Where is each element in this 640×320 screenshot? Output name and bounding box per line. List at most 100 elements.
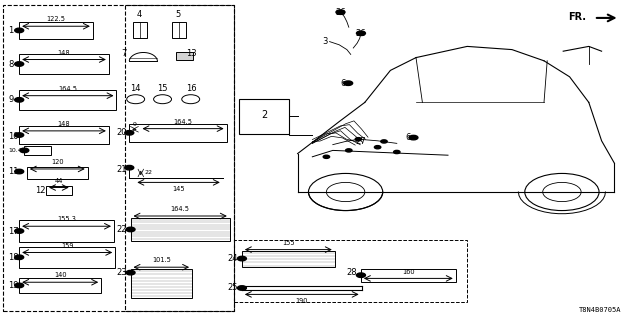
Text: 2: 2 (261, 110, 268, 120)
Circle shape (381, 140, 387, 143)
Text: 10.4: 10.4 (8, 148, 22, 153)
Text: 16: 16 (186, 84, 196, 93)
Text: 122.5: 122.5 (47, 16, 65, 22)
Circle shape (237, 256, 246, 261)
Text: 22: 22 (145, 170, 153, 175)
Bar (19, 220, 114, 242)
Circle shape (346, 149, 352, 152)
Bar (133, 22, 147, 38)
Bar (234, 240, 467, 302)
Bar (19, 247, 115, 268)
Bar (361, 269, 456, 282)
Text: 164.5: 164.5 (173, 119, 193, 125)
Text: 26: 26 (335, 8, 346, 17)
Circle shape (127, 95, 145, 104)
Text: 21: 21 (116, 165, 127, 174)
Text: 25: 25 (228, 284, 238, 292)
Circle shape (154, 95, 172, 104)
Bar (131, 269, 192, 298)
Circle shape (126, 270, 135, 275)
Circle shape (182, 95, 200, 104)
Circle shape (125, 131, 134, 135)
Text: 6: 6 (406, 133, 411, 142)
Circle shape (336, 10, 345, 14)
Text: 159: 159 (61, 243, 74, 249)
Bar (19, 22, 93, 39)
Bar (129, 124, 227, 142)
Text: 19: 19 (8, 281, 19, 290)
Text: 155.3: 155.3 (57, 216, 76, 222)
Text: 9: 9 (8, 95, 13, 104)
Text: 28: 28 (346, 268, 357, 277)
Text: 164.5: 164.5 (171, 206, 189, 212)
Text: 13: 13 (186, 49, 196, 58)
Circle shape (15, 255, 24, 260)
Text: 120: 120 (51, 159, 63, 165)
Text: 20: 20 (116, 128, 127, 137)
Text: 23: 23 (116, 268, 127, 277)
Text: FR.: FR. (568, 12, 586, 22)
Text: 190: 190 (296, 298, 308, 304)
Circle shape (374, 146, 381, 149)
Text: 6: 6 (340, 79, 346, 88)
Text: 148: 148 (58, 50, 70, 56)
Bar (19, 54, 109, 74)
Bar (242, 251, 335, 267)
Circle shape (308, 173, 383, 211)
Circle shape (15, 229, 24, 233)
Bar (19, 278, 101, 293)
Circle shape (355, 138, 362, 141)
Circle shape (15, 169, 24, 174)
Text: 9: 9 (132, 122, 136, 127)
Circle shape (356, 273, 365, 277)
Text: 1: 1 (8, 26, 13, 35)
Circle shape (126, 227, 135, 232)
Text: 26: 26 (356, 29, 367, 38)
Text: 17: 17 (8, 227, 19, 236)
Bar (19, 90, 116, 110)
Circle shape (15, 98, 24, 102)
Circle shape (15, 283, 24, 288)
Circle shape (237, 286, 246, 290)
Text: 18: 18 (8, 253, 19, 262)
Bar (131, 218, 230, 241)
Circle shape (356, 31, 365, 36)
Bar (176, 52, 193, 60)
Circle shape (344, 81, 353, 85)
Bar (46, 186, 72, 195)
Text: 15: 15 (157, 84, 168, 93)
Text: T8N4B0705A: T8N4B0705A (579, 307, 621, 313)
Circle shape (15, 28, 24, 33)
Text: 11: 11 (8, 167, 19, 176)
Circle shape (394, 150, 400, 154)
Bar (27, 167, 88, 179)
Text: 160: 160 (402, 268, 415, 275)
Text: 148: 148 (58, 121, 70, 127)
Circle shape (15, 133, 24, 137)
Text: 8: 8 (8, 60, 13, 68)
Text: 22: 22 (116, 225, 127, 234)
Text: 12: 12 (35, 186, 45, 195)
Bar (3, 5, 234, 311)
Bar (24, 146, 51, 155)
Text: 3: 3 (323, 37, 328, 46)
Bar (125, 5, 234, 311)
Circle shape (323, 155, 330, 158)
Circle shape (525, 173, 599, 211)
Text: 101.5: 101.5 (152, 257, 171, 263)
Text: 14: 14 (131, 84, 141, 93)
Text: 5: 5 (175, 10, 180, 19)
Text: 140: 140 (54, 272, 67, 278)
Bar (19, 126, 109, 144)
Circle shape (409, 135, 418, 140)
Bar (172, 22, 186, 38)
Text: 10: 10 (8, 132, 19, 140)
Text: 27: 27 (355, 137, 366, 146)
Circle shape (15, 62, 24, 66)
Circle shape (20, 148, 29, 153)
Text: 145: 145 (172, 186, 185, 192)
Circle shape (125, 165, 134, 170)
Text: 155: 155 (282, 240, 294, 246)
Bar (239, 99, 289, 134)
Text: 7: 7 (122, 49, 127, 58)
